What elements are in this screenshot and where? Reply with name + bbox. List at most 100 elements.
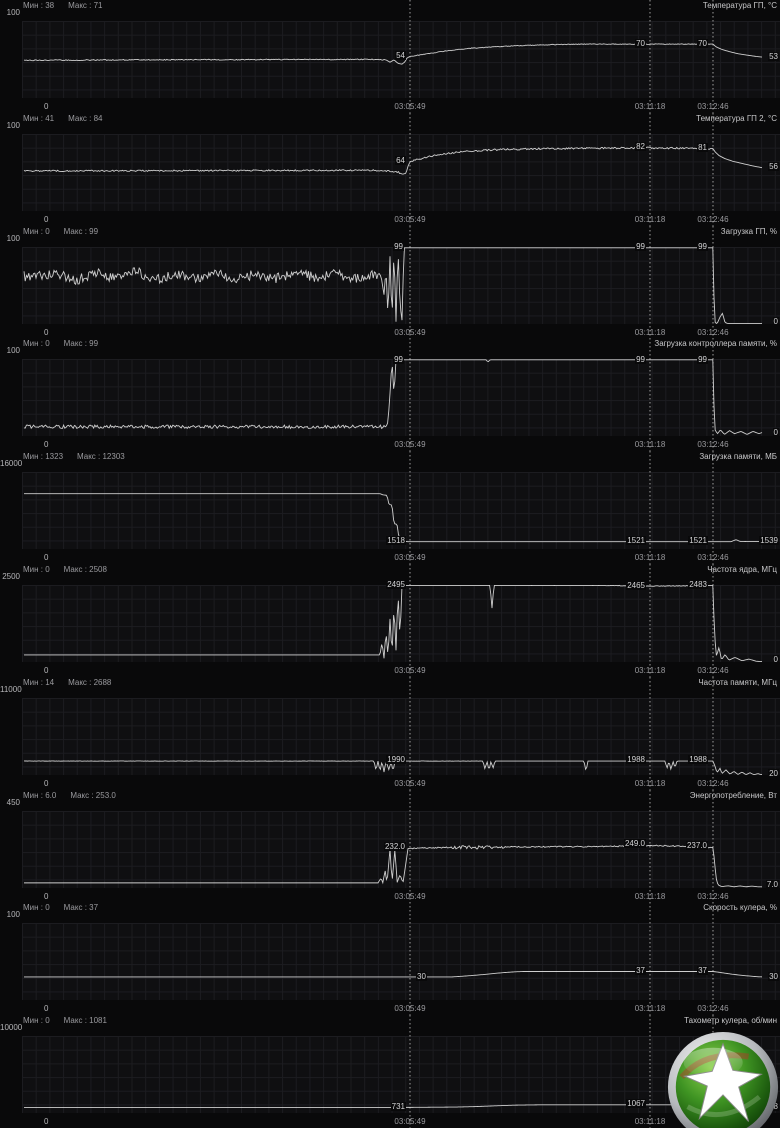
value-label: 99 xyxy=(697,241,708,251)
time-tick: 03:12:46 xyxy=(697,214,729,224)
watermark-logo xyxy=(667,1031,779,1128)
chart-min-value: Мин : 41 xyxy=(23,113,55,123)
y-max-label: 100 xyxy=(6,233,20,243)
chart-title: Частота памяти, МГц xyxy=(698,677,777,687)
value-label: 99 xyxy=(697,354,708,364)
chart-title: Скорость кулера, % xyxy=(703,903,777,913)
value-label: 1990 xyxy=(386,755,406,765)
logo-star-icon xyxy=(682,1042,763,1122)
y-max-label: 11000 xyxy=(0,684,22,694)
y-max-label: 100 xyxy=(6,120,20,130)
chart-line xyxy=(23,146,763,175)
chart-minmax: Мин : 14 Макс : 2688 xyxy=(23,678,111,688)
chart-min-value: Мин : 1323 xyxy=(23,452,64,462)
chart-canvas xyxy=(24,902,763,1016)
y-max-label: 2500 xyxy=(2,572,20,581)
y-zero-label: 0 xyxy=(44,327,49,337)
time-tick: 03:11:18 xyxy=(634,1004,666,1014)
y-zero-label: 0 xyxy=(44,102,49,111)
chart-title: Температура ГП 2, °C xyxy=(696,113,777,123)
value-label: 70 xyxy=(635,38,646,48)
chart-canvas xyxy=(23,676,762,790)
time-tick: 03:12:46 xyxy=(697,891,729,901)
y-zero-label: 0 xyxy=(44,666,49,675)
value-label: 1518 xyxy=(386,536,406,546)
time-tick: 03:11:18 xyxy=(634,214,666,224)
value-label: 1521 xyxy=(626,536,646,546)
chart-line xyxy=(23,246,762,324)
chart-minmax: Мин : 0 Макс : 1081 xyxy=(23,1016,107,1026)
chart-panel: Мин : 41 Макс : 84 Температура ГП 2, °C 1… xyxy=(0,112,780,226)
chart-line xyxy=(23,43,763,65)
y-max-label: 450 xyxy=(6,797,20,807)
value-label: 1521 xyxy=(688,536,708,546)
plot-grid xyxy=(22,585,780,662)
y-max-label: 100 xyxy=(6,346,20,356)
chart-canvas xyxy=(23,0,763,113)
chart-minmax: Мин : 41 Макс : 84 xyxy=(23,114,102,124)
chart-min-value: Мин : 38 xyxy=(23,1,55,10)
time-tick: 03:11:18 xyxy=(634,891,666,901)
value-label: 249.0 xyxy=(623,839,646,849)
value-label: 1988 xyxy=(626,755,646,765)
plot-grid xyxy=(22,1036,780,1114)
value-label: 37 xyxy=(697,966,708,976)
chart-min-value: Мин : 0 xyxy=(23,1016,50,1026)
chart-max-value: Макс : 12303 xyxy=(77,452,125,462)
value-label: 99 xyxy=(635,241,646,251)
time-tick: 03:12:46 xyxy=(697,1004,729,1014)
y-max-label: 100 xyxy=(6,8,20,17)
chart-minmax: Мин : 6.0 Макс : 253.0 xyxy=(23,791,116,801)
chart-canvas xyxy=(23,338,763,452)
time-tick: 03:11:18 xyxy=(634,1117,666,1127)
chart-max-value: Макс : 99 xyxy=(63,226,99,236)
time-tick: 03:05:49 xyxy=(394,327,426,337)
chart-minmax: Мин : 0 Макс : 2508 xyxy=(23,565,107,575)
chart-title: Частота ядра, МГц xyxy=(707,565,777,574)
value-label: 0 xyxy=(772,655,779,665)
chart-minmax: Мин : 0 Макс : 99 xyxy=(23,339,98,349)
chart-min-value: Мин : 0 xyxy=(23,565,50,574)
value-label: 53 xyxy=(768,51,779,61)
time-tick: 03:12:46 xyxy=(697,778,729,788)
value-label: 30 xyxy=(768,971,779,981)
value-label: 99 xyxy=(393,354,404,364)
y-max-label: 16000 xyxy=(0,459,23,469)
time-tick: 03:11:18 xyxy=(634,440,666,450)
chart-min-value: Мин : 6.0 xyxy=(23,790,57,800)
value-label: 20 xyxy=(768,768,779,778)
value-label: 237.0 xyxy=(685,841,708,851)
plot-grid xyxy=(22,359,780,437)
chart-panel: Мин : 38 Макс : 71 Температура ГП, °C 100… xyxy=(0,0,780,113)
time-tick: 03:05:49 xyxy=(394,102,426,111)
y-zero-label: 0 xyxy=(44,553,49,563)
time-tick: 03:11:18 xyxy=(634,553,666,563)
chart-title: Загрузка памяти, МБ xyxy=(699,452,777,462)
value-label: 82 xyxy=(635,142,646,152)
value-label: 0 xyxy=(772,316,779,326)
chart-minmax: Мин : 0 Макс : 37 xyxy=(23,903,98,913)
value-label: 54 xyxy=(395,50,406,60)
chart-min-value: Мин : 0 xyxy=(23,226,50,236)
value-label: 1988 xyxy=(688,755,708,765)
value-label: 7.0 xyxy=(765,880,779,890)
chart-title: Энергопотребление, Вт xyxy=(689,790,777,800)
value-label: 99 xyxy=(635,354,646,364)
chart-max-value: Макс : 2688 xyxy=(68,677,112,687)
chart-panel: Мин : 6.0 Макс : 253.0 Энергопотребление,… xyxy=(0,789,780,903)
value-label: 56 xyxy=(768,162,779,172)
value-label: 232.0 xyxy=(383,842,406,852)
value-label: 731 xyxy=(390,1102,406,1112)
chart-panel: Мин : 0 Макс : 37 Скорость кулера, % 100 … xyxy=(0,902,780,1016)
chart-title: Тахометр кулера, об/мин xyxy=(684,1016,777,1026)
chart-min-value: Мин : 0 xyxy=(23,903,50,913)
chart-panel: Мин : 1323 Макс : 12303 Загрузка памяти, … xyxy=(0,451,780,564)
time-tick: 03:05:49 xyxy=(394,891,426,901)
chart-minmax: Мин : 1323 Макс : 12303 xyxy=(23,452,125,462)
chart-max-value: Макс : 99 xyxy=(63,339,99,349)
time-tick: 03:12:46 xyxy=(697,440,729,450)
chart-panel: Мин : 0 Макс : 99 Загрузка контроллера па… xyxy=(0,338,780,452)
time-tick: 03:05:49 xyxy=(394,666,426,675)
time-tick: 03:11:18 xyxy=(634,666,666,675)
